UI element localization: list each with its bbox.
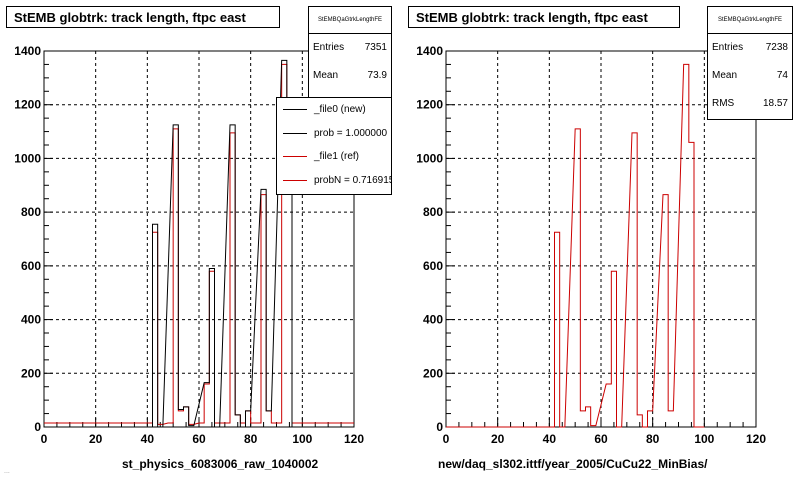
y-tick-label: 200	[21, 366, 41, 380]
right-stats-mean: Mean 74	[708, 62, 792, 90]
right-histogram-pane: 0 20 40 60 80 100 120 0 200 400 600 800 1000 1200 1400…	[400, 0, 800, 480]
stats-value: 74	[776, 70, 788, 81]
y-tick-label: 0	[34, 420, 41, 434]
x-tick-label: 0	[41, 432, 48, 446]
histogram-series-line	[44, 59, 303, 428]
y-tick-label: 1400	[14, 44, 41, 58]
right-stats-name: StEMBQaGtrkLengthFE	[708, 7, 792, 34]
legend-swatch	[283, 132, 307, 134]
stats-value: 18.57	[762, 98, 788, 109]
x-tick-label: 80	[646, 432, 660, 446]
legend-entry: prob = 1.000000	[277, 122, 391, 146]
y-tick-label: 1200	[14, 98, 41, 112]
legend-box: _file0 (new) prob = 1.000000 _file1 (ref…	[276, 97, 392, 195]
stats-value: 7238	[765, 42, 788, 53]
y-tick-label: 1000	[416, 151, 443, 165]
stats-key: Entries	[313, 42, 345, 53]
legend-swatch	[283, 179, 307, 181]
legend-label: _file1 (ref)	[314, 151, 360, 162]
y-tick-label: 600	[21, 259, 41, 273]
stats-value: 7351	[364, 42, 387, 53]
right-chart-title: StEMB globtrk: track length, ftpc east	[408, 6, 680, 28]
y-tick-label: 800	[423, 205, 443, 219]
legend-entry: _file0 (new)	[277, 98, 391, 122]
x-tick-label: 120	[344, 432, 364, 446]
legend-swatch	[283, 109, 307, 110]
stats-key: RMS	[712, 98, 735, 109]
x-tick-label: 60	[192, 432, 206, 446]
x-tick-label: 20	[491, 432, 505, 446]
x-tick-label: 100	[694, 432, 714, 446]
left-stats-mean: Mean 73.9	[309, 62, 391, 90]
footnote: ...	[4, 468, 10, 475]
legend-swatch	[283, 156, 307, 157]
stats-key: Mean	[712, 70, 738, 81]
legend-entry: probN = 0.716915	[277, 169, 391, 193]
right-stats-rms: RMS 18.57	[708, 90, 792, 118]
y-tick-label: 400	[21, 313, 41, 327]
y-tick-label: 800	[21, 205, 41, 219]
x-tick-label: 120	[746, 432, 766, 446]
histogram-series-line	[446, 63, 705, 428]
legend-label: probN = 0.716915	[314, 174, 392, 186]
legend-label: prob = 1.000000	[314, 127, 388, 139]
right-x-axis-label: new/daq_sl302.ittf/year_2005/CuCu22_MinB…	[438, 457, 708, 471]
y-tick-label: 200	[423, 366, 443, 380]
left-stats-box: StEMBQaGtrkLengthFE Entries 7351 Mean 73…	[308, 6, 392, 112]
x-tick-label: 20	[89, 432, 103, 446]
x-tick-label: 40	[141, 432, 155, 446]
left-x-axis-label: st_physics_6083006_raw_1040002	[122, 457, 319, 471]
y-tick-label: 600	[423, 259, 443, 273]
right-stats-entries: Entries 7238	[708, 34, 792, 62]
left-histogram-pane: 0 20 40 60 80 100 120 0 200 400 600 800 1000 1200 1400…	[6, 6, 392, 471]
stats-key: Entries	[712, 42, 744, 53]
legend-entry: _file1 (ref)	[277, 145, 391, 169]
y-tick-label: 0	[436, 420, 443, 434]
x-tick-label: 100	[292, 432, 312, 446]
legend-label: _file0 (new)	[314, 104, 366, 115]
left-stats-entries: Entries 7351	[309, 34, 391, 62]
y-tick-label: 400	[423, 313, 443, 327]
x-tick-label: 0	[443, 432, 450, 446]
left-chart-title: StEMB globtrk: track length, ftpc east	[6, 6, 280, 28]
y-tick-label: 1200	[416, 98, 443, 112]
x-tick-label: 40	[543, 432, 557, 446]
histogram-series-line	[44, 63, 354, 425]
y-tick-label: 1000	[14, 151, 41, 165]
x-tick-label: 60	[594, 432, 608, 446]
y-tick-label: 1400	[416, 44, 443, 58]
stats-value: 73.9	[367, 70, 387, 81]
x-tick-label: 80	[244, 432, 258, 446]
left-stats-name: StEMBQaGtrkLengthFE	[309, 7, 391, 34]
right-stats-box: StEMBQaGtrkLengthFE Entries 7238 Mean 74…	[707, 6, 793, 120]
stats-key: Mean	[313, 70, 339, 81]
